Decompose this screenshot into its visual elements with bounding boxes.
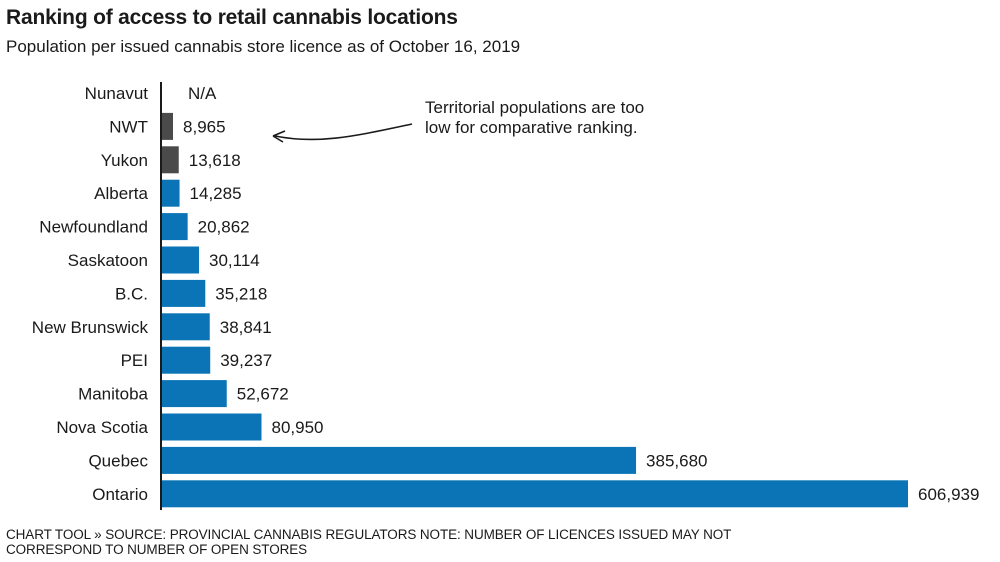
category-label: Saskatoon <box>68 251 148 270</box>
value-label: 14,285 <box>190 184 242 203</box>
value-label: 52,672 <box>237 385 289 404</box>
value-label: 13,618 <box>189 151 241 170</box>
category-label: B.C. <box>115 284 148 303</box>
chart-title: Ranking of access to retail cannabis loc… <box>6 6 458 29</box>
bar-alberta <box>162 179 180 207</box>
value-label: 385,680 <box>646 451 707 470</box>
category-label: Yukon <box>101 151 148 170</box>
bar-saskatoon <box>162 246 200 274</box>
chart-subtitle: Population per issued cannabis store lic… <box>6 37 521 56</box>
category-label: Alberta <box>94 184 148 203</box>
category-label: Nunavut <box>85 84 149 103</box>
bar-newfoundland <box>162 213 188 241</box>
value-label: N/A <box>188 84 217 103</box>
bar-b-c <box>162 279 206 307</box>
value-label: 20,862 <box>198 218 250 237</box>
category-label: Manitoba <box>78 385 148 404</box>
annotation: Territorial populations are too low for … <box>272 98 644 143</box>
bar-nwt <box>162 112 174 140</box>
category-label: Ontario <box>92 485 148 504</box>
annotation-line-2: low for comparative ranking. <box>425 118 638 137</box>
category-label: Newfoundland <box>39 218 148 237</box>
value-label: 39,237 <box>220 351 272 370</box>
bar-new-brunswick <box>162 313 210 341</box>
value-label: 80,950 <box>271 418 323 437</box>
bar-nova-scotia <box>162 413 262 441</box>
value-label: 35,218 <box>215 284 267 303</box>
value-label: 30,114 <box>209 251 260 270</box>
footer-line-2: CORRESPOND TO NUMBER OF OPEN STORES <box>6 542 308 557</box>
bars-group: Nunavut N/A NWT 8,965 Yukon 13,618 Alberta 14,2… <box>32 84 979 508</box>
bar-quebec <box>162 446 637 474</box>
value-label: 8,965 <box>183 117 226 136</box>
bar-pei <box>162 346 211 374</box>
footer-line-1: CHART TOOL » SOURCE: PROVINCIAL CANNABIS… <box>6 527 732 542</box>
chart-footer: CHART TOOL » SOURCE: PROVINCIAL CANNABIS… <box>6 527 996 557</box>
category-label: New Brunswick <box>32 318 149 337</box>
category-label: PEI <box>121 351 148 370</box>
bar-yukon <box>162 146 179 174</box>
category-label: Quebec <box>88 451 148 470</box>
category-label: NWT <box>109 117 148 136</box>
bar-ontario <box>162 480 908 508</box>
annotation-arrow-icon <box>274 123 413 141</box>
annotation-line-1: Territorial populations are too <box>425 98 644 117</box>
arrowhead-icon <box>272 130 286 143</box>
bar-manitoba <box>162 380 227 408</box>
value-label: 606,939 <box>918 485 979 504</box>
category-label: Nova Scotia <box>56 418 148 437</box>
value-label: 38,841 <box>220 318 272 337</box>
